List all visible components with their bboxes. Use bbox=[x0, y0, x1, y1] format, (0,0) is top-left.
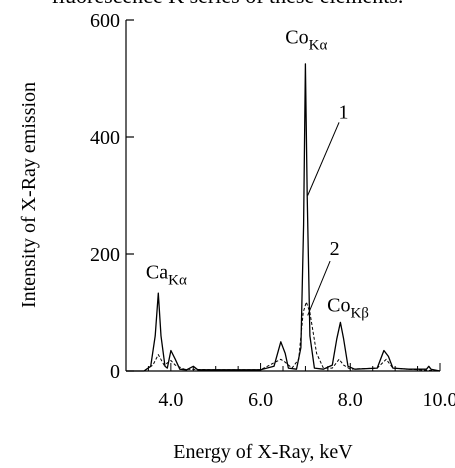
series-1-leader-line bbox=[308, 122, 339, 195]
co-k-alpha-label: CoKα bbox=[285, 26, 327, 53]
y-axis-label: Intensity of X-Ray emission bbox=[18, 82, 40, 308]
y-tick-label: 200 bbox=[90, 244, 120, 266]
x-tick-label: 6.0 bbox=[248, 389, 273, 411]
series-line-1 bbox=[126, 64, 440, 371]
ca-k-alpha-label: CaKα bbox=[146, 262, 187, 289]
series-1-marker-label: 1 bbox=[339, 101, 349, 123]
x-tick-label: 10.0 bbox=[423, 389, 455, 411]
y-tick-label: 600 bbox=[90, 10, 120, 32]
x-tick-label: 4.0 bbox=[158, 389, 183, 411]
series-line-2 bbox=[126, 302, 440, 371]
y-tick-label: 0 bbox=[110, 361, 120, 383]
series-layer bbox=[126, 64, 440, 371]
top-caption: fluorescence K series of these elements. bbox=[0, 0, 455, 9]
x-axis-label: Energy of X-Ray, keV bbox=[173, 441, 353, 463]
series-2-marker-label: 2 bbox=[330, 238, 340, 260]
co-k-beta-label: CoKβ bbox=[327, 294, 369, 321]
x-tick-label: 8.0 bbox=[338, 389, 363, 411]
annotation-layer: CoKα 1 2 CaKα CoKβ bbox=[146, 26, 369, 321]
y-tick-label: 400 bbox=[90, 127, 120, 149]
axes: 0 200 400 600 4.0 6.0 8.0 10.0 bbox=[90, 10, 455, 411]
